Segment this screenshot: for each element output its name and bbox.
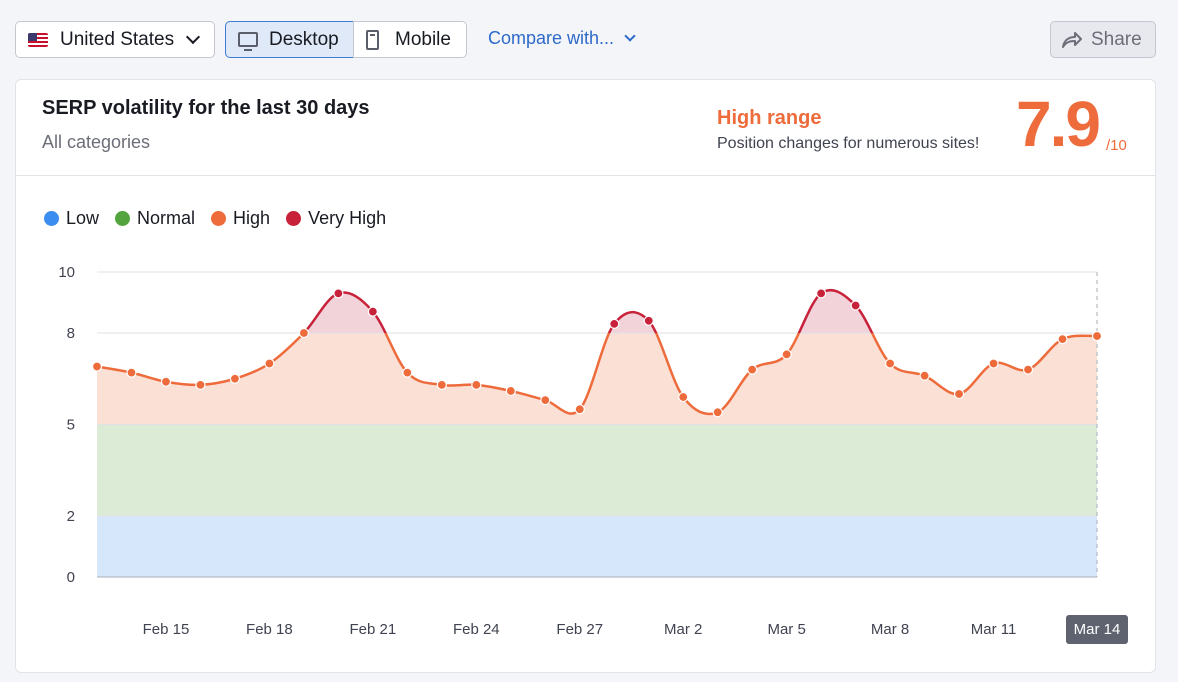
compare-dropdown[interactable]: Compare with... (488, 28, 636, 49)
data-point (195, 379, 206, 390)
data-point (953, 388, 965, 400)
legend-dot (44, 211, 59, 226)
legend-dot (115, 211, 131, 226)
card-title: SERP volatility for the last 30 days (42, 97, 370, 119)
data-point (816, 288, 827, 299)
data-point (850, 300, 861, 311)
y-tick-label: 2 (67, 508, 75, 525)
data-point (747, 364, 758, 375)
legend-label: Normal (137, 208, 196, 228)
share-button[interactable]: Share (1050, 21, 1156, 58)
x-tick-label: Feb 15 (143, 621, 190, 638)
legend-dot (286, 211, 302, 226)
card-subtitle: All categories (42, 132, 151, 152)
card-header: SERP volatility for the last 30 days All… (16, 80, 1155, 176)
range-label: High range (717, 107, 822, 129)
band-low (97, 516, 1097, 577)
data-point (609, 318, 620, 329)
toolbar: United States Desktop Mobile Compare wit… (0, 0, 1178, 78)
data-point (264, 358, 275, 369)
legend-item-normal[interactable]: Normal (115, 208, 195, 229)
legend-label: High (233, 208, 271, 228)
score-max: /10 (1106, 137, 1127, 154)
data-point (712, 407, 723, 418)
mobile-icon (366, 29, 379, 50)
data-point (540, 395, 551, 406)
x-tick-label: Feb 27 (556, 621, 603, 638)
mobile-label: Mobile (395, 28, 451, 50)
legend-label: Low (66, 208, 100, 228)
legend-item-high[interactable]: High (211, 208, 270, 229)
data-point (436, 379, 447, 390)
data-point (1022, 364, 1034, 375)
country-select[interactable]: United States (15, 21, 215, 58)
data-point (781, 349, 792, 360)
data-point (988, 358, 999, 369)
y-tick-label: 8 (67, 325, 75, 342)
volatility-score: 7.9 (1016, 88, 1101, 160)
data-point (160, 376, 172, 387)
data-point (91, 361, 103, 372)
x-tick-label: Mar 5 (767, 621, 805, 638)
desktop-label: Desktop (269, 28, 339, 50)
area-very-high (303, 290, 873, 333)
data-point (229, 373, 241, 384)
desktop-icon (238, 32, 258, 51)
legend-item-low[interactable]: Low (44, 208, 99, 229)
data-point (471, 379, 482, 390)
x-tick-label: Mar 2 (664, 621, 702, 638)
data-point (1057, 334, 1068, 345)
legend-label: Very High (308, 208, 387, 228)
country-label: United States (60, 28, 175, 50)
x-tick-label: Feb 18 (246, 621, 293, 638)
data-point (505, 385, 516, 397)
legend-dot (211, 211, 227, 226)
band-normal (97, 424, 1097, 516)
data-point (298, 327, 309, 339)
data-point (643, 315, 654, 326)
us-flag-icon (28, 32, 48, 47)
data-point (402, 367, 413, 378)
x-tick-label: Mar 8 (871, 621, 909, 638)
y-tick-label: 10 (58, 264, 75, 281)
data-point (333, 288, 344, 299)
data-point (919, 370, 930, 381)
y-tick-label: 0 (67, 569, 75, 586)
share-label: Share (1091, 28, 1142, 50)
compare-label: Compare with... (488, 28, 615, 48)
data-point (885, 358, 896, 369)
chart-legend: Low Normal High Very High (44, 208, 402, 229)
x-tick-label: Feb 21 (350, 621, 397, 638)
data-point (1091, 330, 1103, 342)
area-high (97, 333, 1097, 425)
data-point (574, 404, 585, 415)
data-point (367, 306, 378, 317)
y-tick-label: 5 (67, 417, 75, 434)
x-tick-label: Feb 24 (453, 621, 500, 638)
legend-item-very-high[interactable]: Very High (286, 208, 386, 229)
share-icon (1062, 31, 1082, 48)
x-tick-label: Mar 11 (971, 621, 1017, 638)
data-point (678, 391, 689, 403)
desktop-toggle[interactable]: Desktop (225, 21, 354, 58)
x-tick-label: Mar 14 (1074, 621, 1121, 638)
data-point (126, 367, 137, 378)
mobile-toggle[interactable]: Mobile (353, 21, 467, 58)
range-description: Position changes for numerous sites! (717, 135, 980, 152)
x-tick-highlight (1066, 615, 1128, 644)
